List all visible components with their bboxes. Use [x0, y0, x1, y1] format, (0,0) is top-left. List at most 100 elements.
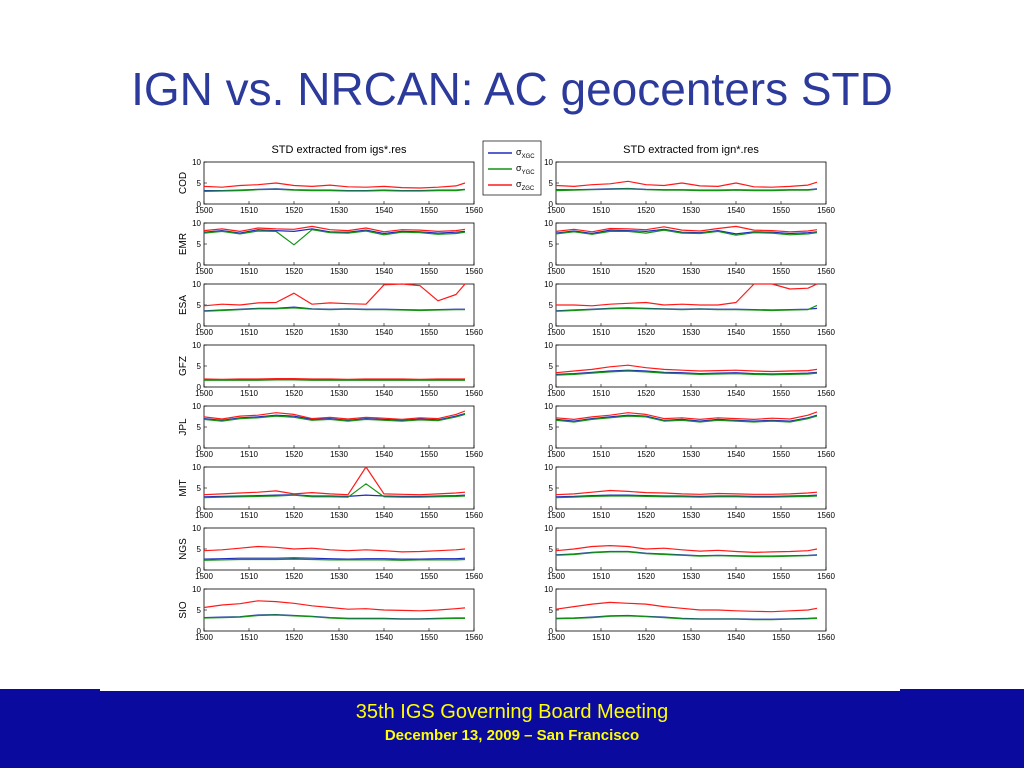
- x-tick-label: 1560: [465, 389, 483, 398]
- x-tick-label: 1550: [420, 206, 438, 215]
- x-tick-label: 1510: [240, 511, 258, 520]
- footer-subtitle: December 13, 2009 – San Francisco: [384, 727, 640, 744]
- x-tick-label: 1550: [420, 389, 438, 398]
- x-tick-label: 1540: [727, 450, 745, 459]
- series-line-z: [203, 378, 465, 380]
- y-tick-label: 0: [197, 322, 202, 331]
- row-label-cod: COD: [178, 172, 189, 194]
- panel-sio: 0 5 10 1500 1510 1520 1530 1540 1550 1560: [544, 585, 835, 642]
- y-tick-label: 5: [197, 545, 202, 554]
- x-tick-label: 1530: [682, 328, 700, 337]
- x-tick-label: 1560: [465, 206, 483, 215]
- series-line-x: [203, 413, 466, 421]
- x-tick-label: 1560: [817, 572, 835, 581]
- series-line-z: [555, 411, 818, 420]
- x-tick-label: 1530: [682, 267, 700, 276]
- x-tick-label: 1510: [592, 389, 610, 398]
- x-tick-label: 1530: [682, 633, 700, 642]
- plot-frame: [555, 222, 827, 266]
- plot-frame: [555, 527, 827, 571]
- x-tick-label: 1560: [465, 267, 483, 276]
- series-line-y: [203, 188, 466, 192]
- series-line-x: [203, 228, 466, 235]
- x-tick-label: 1510: [592, 511, 610, 520]
- y-tick-label: 10: [544, 463, 553, 472]
- y-tick-label: 5: [549, 484, 554, 493]
- y-tick-label: 10: [192, 524, 201, 533]
- column-title: STD extracted from ign*.res: [623, 144, 759, 156]
- x-tick-label: 1500: [195, 206, 213, 215]
- panel-mit: 0 5 10 1500 1510 1520 1530 1540 1550 1560: [544, 463, 835, 520]
- y-tick-label: 10: [544, 585, 553, 594]
- series-line-y: [555, 229, 818, 236]
- series-line-y: [555, 370, 818, 376]
- x-tick-label: 1500: [547, 389, 565, 398]
- x-tick-label: 1510: [240, 206, 258, 215]
- x-tick-label: 1550: [772, 633, 790, 642]
- y-tick-label: 0: [549, 322, 554, 331]
- series-line-z: [555, 364, 818, 374]
- panel-esa: 0 5 10 1500 1510 1520 1530 1540 1550 1560: [544, 280, 835, 337]
- plot-frame: [203, 161, 475, 205]
- x-tick-label: 1530: [682, 511, 700, 520]
- plot-frame: [203, 527, 475, 571]
- y-tick-label: 10: [192, 219, 201, 228]
- footer-title: 35th IGS Governing Board Meeting: [355, 701, 669, 723]
- y-tick-label: 5: [197, 423, 202, 432]
- x-tick-label: 1500: [195, 450, 213, 459]
- x-tick-label: 1510: [240, 267, 258, 276]
- x-tick-label: 1520: [285, 389, 303, 398]
- series-line-y: [203, 307, 465, 312]
- x-tick-label: 1560: [465, 572, 483, 581]
- y-tick-label: 0: [197, 200, 202, 209]
- x-tick-label: 1540: [375, 389, 393, 398]
- series-line-z: [203, 410, 466, 420]
- series-line-x: [555, 414, 818, 422]
- x-tick-label: 1500: [195, 267, 213, 276]
- legend-label: σZGC: [516, 179, 535, 192]
- x-tick-label: 1520: [637, 328, 655, 337]
- panel-gfz: 0 5 10 1500 1510 1520 1530 1540 1550 1560: [544, 341, 835, 398]
- x-tick-label: 1530: [682, 450, 700, 459]
- x-tick-label: 1500: [195, 511, 213, 520]
- y-tick-label: 5: [549, 362, 554, 371]
- x-tick-label: 1510: [240, 389, 258, 398]
- x-tick-label: 1530: [330, 389, 348, 398]
- x-tick-label: 1550: [420, 511, 438, 520]
- plot-frame: [555, 588, 827, 632]
- x-tick-label: 1540: [727, 572, 745, 581]
- y-tick-label: 10: [544, 219, 553, 228]
- x-tick-label: 1500: [547, 572, 565, 581]
- panel-mit: 0 5 10 1500 1510 1520 1530 1540 1550 1560 MIT: [178, 463, 483, 520]
- x-tick-label: 1520: [285, 572, 303, 581]
- x-tick-label: 1500: [547, 450, 565, 459]
- series-line-z: [203, 225, 466, 233]
- series-line-z: [203, 466, 466, 496]
- x-tick-label: 1550: [772, 450, 790, 459]
- x-tick-label: 1500: [547, 328, 565, 337]
- x-tick-label: 1520: [637, 633, 655, 642]
- footer-divider: [100, 689, 900, 691]
- x-tick-label: 1560: [817, 389, 835, 398]
- series-line-y: [555, 188, 818, 192]
- x-tick-label: 1560: [465, 511, 483, 520]
- x-tick-label: 1520: [637, 511, 655, 520]
- series-line-z: [203, 600, 466, 612]
- y-tick-label: 10: [544, 341, 553, 350]
- y-tick-label: 0: [197, 261, 202, 270]
- x-tick-label: 1510: [592, 450, 610, 459]
- x-tick-label: 1540: [727, 206, 745, 215]
- row-label-sio: SIO: [178, 601, 189, 618]
- y-tick-label: 5: [549, 179, 554, 188]
- y-tick-label: 10: [544, 280, 553, 289]
- x-tick-label: 1560: [817, 511, 835, 520]
- legend-symbol: σ: [516, 179, 522, 189]
- x-tick-label: 1500: [547, 267, 565, 276]
- panel-emr: 0 5 10 1500 1510 1520 1530 1540 1550 1560 EMR: [178, 219, 483, 276]
- y-tick-label: 0: [549, 261, 554, 270]
- series-line-z: [203, 545, 466, 553]
- x-tick-label: 1520: [285, 328, 303, 337]
- series-line-y: [203, 413, 466, 422]
- y-tick-label: 0: [197, 505, 202, 514]
- x-tick-label: 1530: [682, 572, 700, 581]
